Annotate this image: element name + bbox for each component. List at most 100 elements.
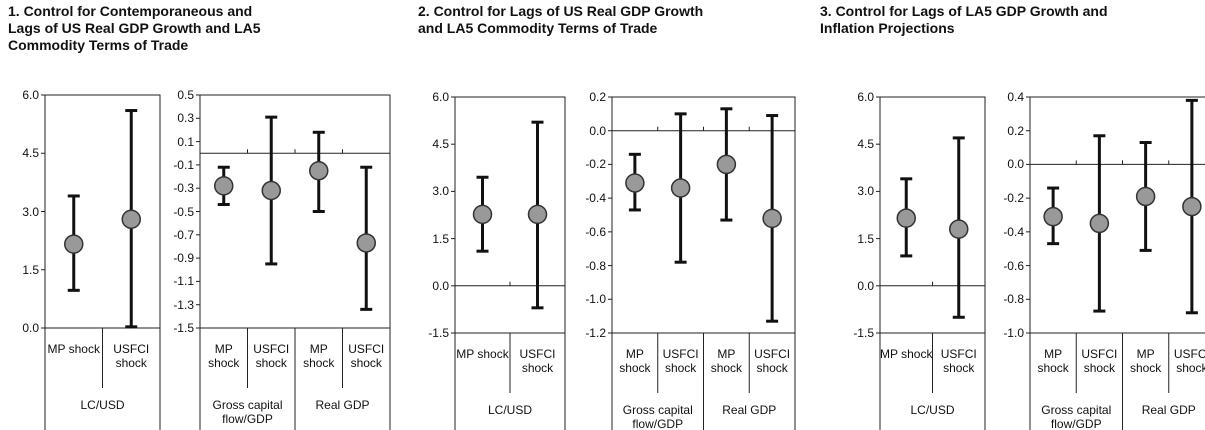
panel-title: Inflation Projections: [820, 20, 955, 36]
y-tick-label: -1.2: [585, 326, 606, 340]
point-estimate: [356, 233, 376, 253]
category-label: MP shock: [456, 347, 509, 361]
y-tick-label: -0.2: [1003, 191, 1024, 206]
panel-title: and LA5 Commodity Terms of Trade: [418, 20, 658, 36]
y-tick-label: -1.5: [173, 321, 194, 335]
y-tick-label: 0.0: [589, 123, 606, 138]
category-label: USFCI shock: [519, 347, 556, 375]
panel-title: 2. Control for Lags of US Real GDP Growt…: [418, 3, 704, 19]
category-label: MP shock: [1129, 347, 1162, 375]
y-tick-label: 3.0: [857, 184, 874, 199]
point-estimate: [670, 178, 691, 198]
y-tick-label: 0.2: [1007, 123, 1024, 138]
category-label: USFCI shock: [113, 342, 150, 370]
group-label: Real GDP: [722, 403, 777, 417]
category-label: MP shock: [208, 342, 240, 370]
category-label: MP shock: [710, 347, 743, 375]
group-label: Gross capital flow/GDP: [622, 403, 693, 430]
y-tick-label: 0.3: [177, 111, 194, 126]
point-estimate: [716, 154, 737, 175]
point-estimate: [762, 208, 782, 229]
point-estimate: [309, 160, 329, 181]
y-tick-label: -1.1: [173, 274, 194, 289]
group-label: Real GDP: [315, 398, 370, 412]
y-tick-label: -0.2: [585, 157, 606, 172]
panel-title: 3. Control for Lags of LA5 GDP Growth an…: [820, 3, 1108, 19]
panel-title: 1. Control for Contemporaneous and: [8, 3, 253, 19]
y-tick-label: 0.0: [432, 278, 449, 293]
point-estimate: [1182, 196, 1202, 217]
point-estimate: [472, 204, 493, 225]
point-estimate: [896, 208, 916, 228]
category-label: USFCI shock: [253, 342, 290, 370]
y-tick-label: 3.0: [22, 204, 39, 219]
y-tick-label: 4.5: [22, 146, 39, 161]
panel-title: Lags of US Real GDP Growth and LA5: [8, 20, 261, 36]
category-label: MP shock: [47, 342, 100, 356]
plot-frame: [454, 96, 566, 334]
y-tick-label: 0.4: [1007, 90, 1024, 104]
plot-frame: [44, 94, 161, 329]
y-tick-label: -0.8: [585, 258, 606, 273]
category-label: USFCI shock: [1081, 347, 1118, 375]
y-tick-label: -0.7: [173, 227, 194, 242]
group-label: LC/USD: [910, 403, 955, 417]
y-tick-label: -0.6: [585, 224, 606, 239]
y-tick-label: 4.5: [857, 137, 874, 152]
y-tick-label: 6.0: [22, 88, 39, 102]
group-label: Gross capital flow/GDP: [1041, 403, 1112, 430]
group-label: LC/USD: [487, 403, 532, 417]
y-tick-label: 0.0: [1007, 157, 1024, 172]
y-tick-label: -1.0: [1003, 326, 1024, 340]
point-estimate: [1135, 186, 1156, 207]
point-estimate: [1089, 213, 1110, 234]
y-tick-label: 0.1: [177, 134, 194, 149]
point-estimate: [949, 219, 969, 239]
category-label: USFCI shock: [754, 347, 791, 375]
category-label: USFCI shock: [348, 342, 385, 370]
category-label: USFCI shock: [662, 347, 699, 375]
panel-title: Commodity Terms of Trade: [8, 37, 189, 53]
y-tick-label: -1.3: [173, 297, 194, 312]
group-label: LC/USD: [80, 398, 125, 412]
y-tick-label: 3.0: [432, 184, 449, 199]
point-estimate: [1043, 206, 1063, 227]
y-tick-label: 0.5: [177, 88, 194, 102]
category-label: MP shock: [303, 342, 335, 370]
y-tick-label: -0.9: [173, 251, 194, 266]
y-tick-label: 1.5: [432, 231, 449, 246]
y-tick-label: 1.5: [22, 262, 39, 277]
y-tick-label: -0.4: [585, 191, 606, 206]
point-estimate: [121, 209, 141, 230]
category-label: MP shock: [1037, 347, 1069, 375]
y-tick-label: -0.8: [1003, 292, 1024, 307]
group-label: Gross capital flow/GDP: [212, 398, 283, 426]
point-estimate: [527, 204, 548, 225]
group-label: Real GDP: [1141, 403, 1196, 417]
category-label: USFCI shock: [940, 347, 977, 375]
y-tick-label: -0.6: [1003, 258, 1024, 273]
category-label: MP shock: [880, 347, 933, 361]
y-tick-label: 6.0: [432, 90, 449, 104]
point-estimate: [64, 234, 84, 254]
y-tick-label: 0.0: [857, 278, 874, 293]
y-tick-label: -0.3: [173, 181, 194, 196]
plot-frame: [199, 94, 391, 329]
y-tick-label: -0.4: [1003, 224, 1024, 239]
point-estimate: [625, 173, 645, 193]
category-label: MP shock: [619, 347, 651, 375]
y-tick-label: 1.5: [857, 231, 874, 246]
y-tick-label: -1.0: [585, 292, 606, 307]
point-estimate: [261, 180, 281, 201]
y-tick-label: -0.5: [173, 204, 194, 219]
y-tick-label: -1.5: [853, 326, 874, 340]
y-tick-label: -1.5: [428, 326, 449, 340]
plot-frame: [879, 96, 986, 334]
y-tick-label: 4.5: [432, 137, 449, 152]
category-label: USFCI shock: [1173, 347, 1205, 375]
y-tick-label: 0.2: [589, 90, 606, 104]
y-tick-label: 0.0: [22, 321, 39, 335]
y-tick-label: 6.0: [857, 90, 874, 104]
